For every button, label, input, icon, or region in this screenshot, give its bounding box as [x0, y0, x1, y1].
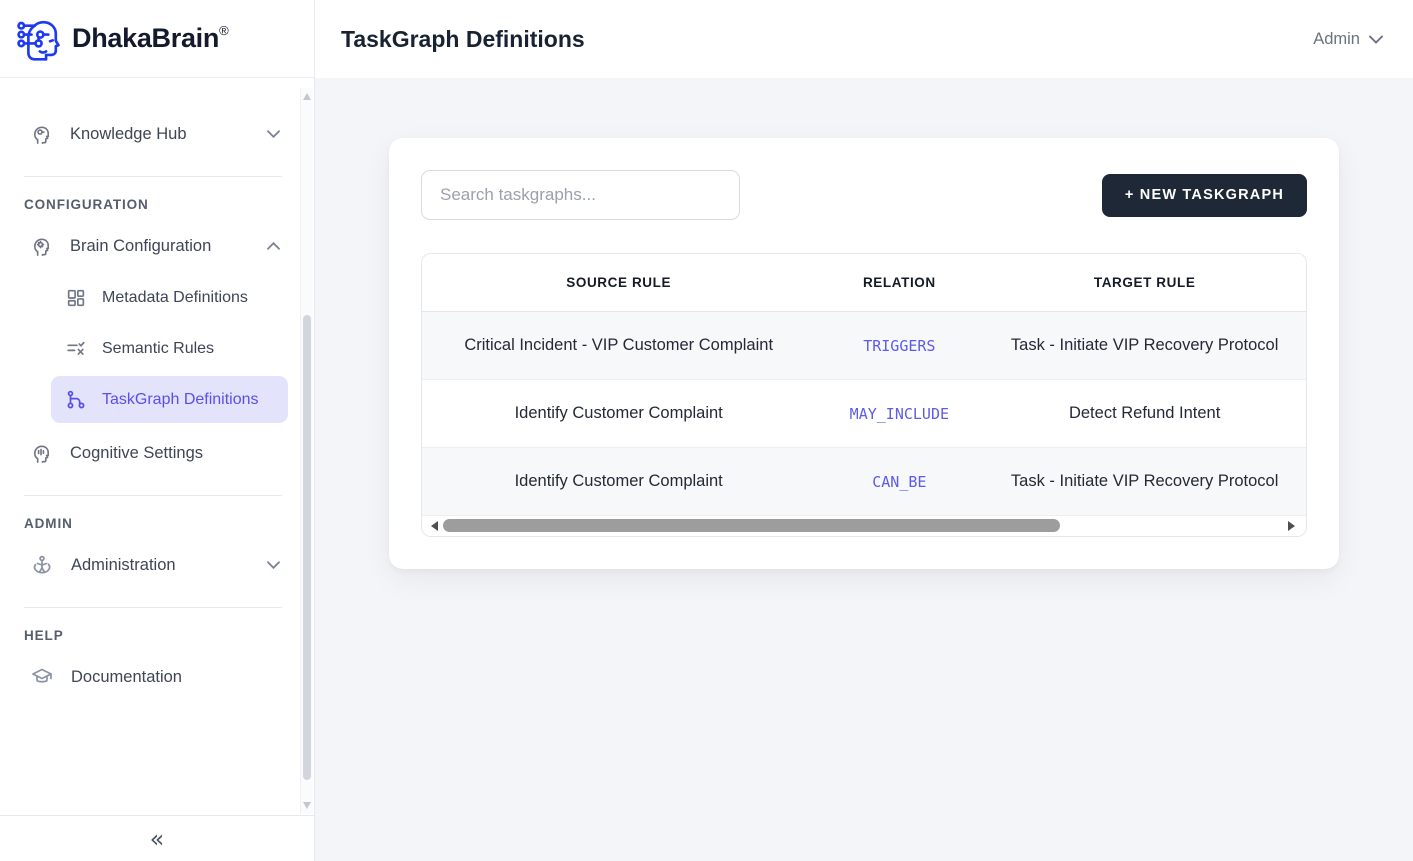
collapse-sidebar-button[interactable]: « — [149, 824, 165, 853]
chevron-up-icon — [267, 242, 280, 250]
section-label-admin: ADMIN — [24, 516, 73, 531]
sidebar-item-knowledge-hub[interactable]: Knowledge Hub — [18, 108, 288, 160]
scroll-down-arrow[interactable] — [303, 802, 311, 809]
head-gear-icon — [30, 235, 53, 258]
chevron-down-icon — [1369, 35, 1383, 44]
toolbar: + NEW TASKGRAPH — [421, 170, 1307, 220]
relation-cell: CAN_BE — [872, 472, 927, 491]
head-brain-icon — [30, 123, 53, 146]
sidebar-item-label: Cognitive Settings — [70, 443, 203, 462]
page-title: TaskGraph Definitions — [341, 25, 585, 52]
user-menu-admin[interactable]: Admin — [1313, 30, 1383, 49]
search-input[interactable] — [421, 170, 740, 220]
sidebar: DhakaBrain® Knowledge Hub CONFIGURATION — [0, 0, 315, 861]
sidebar-item-administration[interactable]: Administration — [18, 539, 288, 591]
source-rule-cell: Identify Customer Complaint — [514, 404, 723, 422]
table-header-row: SOURCE RULE RELATION TARGET RULE — [422, 254, 1306, 312]
section-label-help: HELP — [24, 628, 64, 643]
sidebar-item-label: Administration — [71, 555, 176, 574]
sidebar-item-brain-configuration[interactable]: Brain Configuration — [18, 220, 288, 272]
column-header-target-rule: TARGET RULE — [1093, 275, 1196, 290]
head-voice-icon — [30, 442, 53, 465]
sidebar-item-label: TaskGraph Definitions — [102, 390, 259, 408]
graph-branch-icon — [65, 389, 87, 411]
sidebar-divider — [24, 495, 282, 496]
sidebar-item-metadata-definitions[interactable]: Metadata Definitions — [51, 274, 288, 321]
sidebar-item-label: Documentation — [71, 667, 182, 686]
chevron-down-icon — [267, 561, 280, 569]
source-rule-cell: Critical Incident - VIP Customer Complai… — [464, 336, 774, 354]
registered-mark: ® — [219, 23, 229, 38]
user-menu-label: Admin — [1313, 29, 1360, 48]
grid-icon — [65, 287, 87, 309]
column-header-relation: RELATION — [862, 275, 936, 290]
horizontal-scrollbar[interactable] — [422, 516, 1306, 536]
brand-logo-icon — [16, 14, 62, 64]
sidebar-nav: Knowledge Hub CONFIGURATION Brain Config… — [0, 78, 314, 815]
taskgraph-card: + NEW TASKGRAPH SOURCE RULE RELATION TAR… — [389, 138, 1339, 569]
target-rule-cell: Task - Initiate VIP Recovery Protocol — [1010, 472, 1279, 490]
sidebar-item-cognitive-settings[interactable]: Cognitive Settings — [18, 427, 288, 479]
target-rule-cell: Task - Initiate VIP Recovery Protocol — [1010, 336, 1279, 354]
relation-cell: MAY_INCLUDE — [849, 404, 950, 423]
content-area: + NEW TASKGRAPH SOURCE RULE RELATION TAR… — [315, 78, 1413, 861]
sidebar-footer: « — [0, 815, 314, 861]
target-rule-cell: Detect Refund Intent — [1068, 404, 1221, 422]
sidebar-item-label: Brain Configuration — [70, 236, 212, 255]
column-header-source-rule: SOURCE RULE — [566, 275, 672, 290]
taskgraph-table: SOURCE RULE RELATION TARGET RULE Critica… — [421, 253, 1307, 537]
accessibility-icon — [30, 553, 54, 577]
new-taskgraph-button[interactable]: + NEW TASKGRAPH — [1101, 173, 1307, 217]
logo-area: DhakaBrain® — [0, 0, 314, 78]
sidebar-item-semantic-rules[interactable]: Semantic Rules — [51, 325, 288, 372]
sidebar-divider — [24, 607, 282, 608]
main-area: TaskGraph Definitions Admin + NEW TASKGR… — [315, 0, 1413, 861]
graduation-cap-icon — [30, 665, 54, 689]
scroll-up-arrow[interactable] — [303, 93, 311, 100]
sidebar-scrollbar-thumb[interactable] — [303, 315, 311, 780]
table-row[interactable]: Critical Incident - VIP Customer Complai… — [422, 312, 1306, 380]
horizontal-scrollbar-thumb[interactable] — [443, 519, 1060, 532]
sidebar-item-label: Knowledge Hub — [70, 124, 187, 143]
list-check-icon — [65, 338, 87, 360]
sidebar-item-label: Metadata Definitions — [102, 288, 248, 306]
source-rule-cell: Identify Customer Complaint — [514, 472, 723, 490]
table-row[interactable]: Identify Customer Complaint CAN_BE Task … — [422, 448, 1306, 516]
chevron-down-icon — [267, 130, 280, 138]
table-row[interactable]: Identify Customer Complaint MAY_INCLUDE … — [422, 380, 1306, 448]
sidebar-item-label: Semantic Rules — [102, 339, 215, 357]
brand-name: DhakaBrain® — [72, 23, 229, 53]
top-bar: TaskGraph Definitions Admin — [315, 0, 1413, 78]
sidebar-item-taskgraph-definitions[interactable]: TaskGraph Definitions — [51, 376, 288, 423]
scroll-left-arrow[interactable] — [431, 520, 438, 531]
scroll-right-arrow[interactable] — [1288, 520, 1295, 531]
sidebar-divider — [24, 176, 282, 177]
section-label-configuration: CONFIGURATION — [24, 197, 149, 212]
sidebar-item-documentation[interactable]: Documentation — [18, 651, 288, 703]
relation-cell: TRIGGERS — [863, 336, 936, 355]
sidebar-scrollbar[interactable] — [300, 88, 313, 814]
